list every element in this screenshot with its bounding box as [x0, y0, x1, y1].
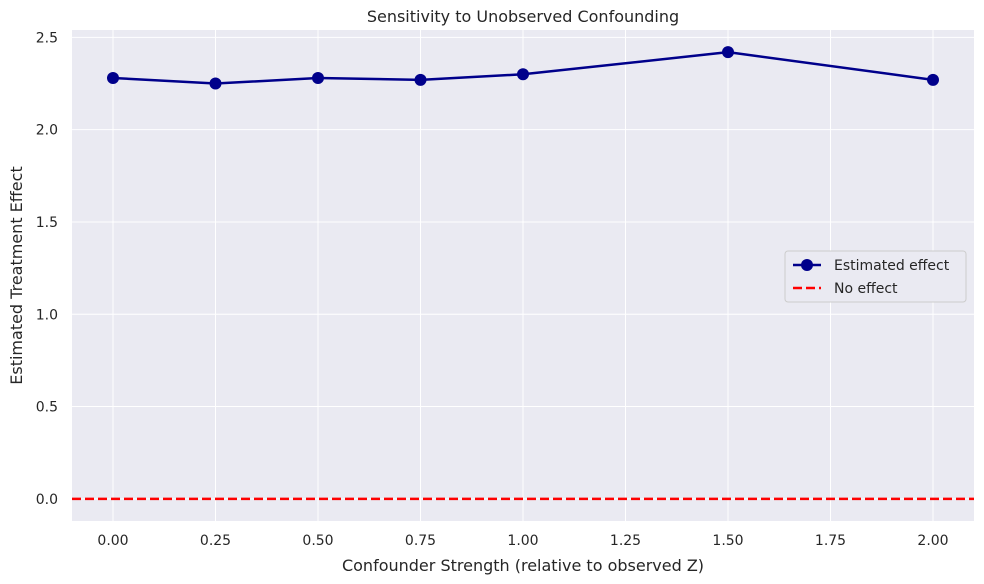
estimated-effect-point: [927, 73, 939, 86]
estimated-effect-point: [414, 73, 427, 86]
y-tick-label: 2.5: [36, 30, 58, 46]
x-tick-label: 0.50: [302, 533, 333, 549]
x-tick-label: 2.00: [917, 533, 948, 549]
estimated-effect-point: [107, 71, 119, 84]
x-tick-label: 1.00: [507, 533, 538, 549]
x-tick-label: 0.25: [200, 533, 231, 549]
estimated-effect-point: [517, 68, 529, 81]
x-tick-label: 1.50: [712, 533, 743, 549]
series-layer: [72, 46, 974, 501]
y-axis-ticks: 0.0 0.5 1.0 1.5 2.0 2.5: [36, 30, 58, 507]
y-tick-label: 2.0: [36, 123, 58, 139]
chart-title: Sensitivity to Unobserved Confounding: [367, 7, 679, 26]
y-tick-label: 1.5: [36, 215, 58, 231]
legend-label-estimated-effect: Estimated effect: [834, 258, 950, 274]
x-axis-ticks: 0.00 0.25 0.50 0.75 1.00 1.25 1.50 1.75 2.00: [97, 533, 948, 549]
estimated-effect-point: [209, 77, 222, 90]
y-tick-label: 1.0: [36, 307, 58, 323]
x-tick-label: 0.00: [97, 533, 128, 549]
estimated-effect-point: [312, 71, 324, 84]
x-tick-label: 1.25: [610, 533, 641, 549]
x-tick-label: 0.75: [405, 533, 436, 549]
legend-box: [784, 250, 967, 303]
x-axis-label: Confounder Strength (relative to observe…: [342, 556, 704, 575]
y-tick-label: 0.0: [36, 492, 58, 508]
legend: Estimated effect No effect: [784, 250, 967, 303]
y-axis-label: Estimated Treatment Effect: [7, 166, 26, 384]
x-tick-label: 1.75: [815, 533, 846, 549]
y-tick-label: 0.5: [36, 400, 58, 416]
legend-marker-estimated-effect: [801, 259, 813, 271]
legend-label-no-effect: No effect: [834, 281, 898, 297]
estimated-effect-point: [722, 46, 734, 59]
